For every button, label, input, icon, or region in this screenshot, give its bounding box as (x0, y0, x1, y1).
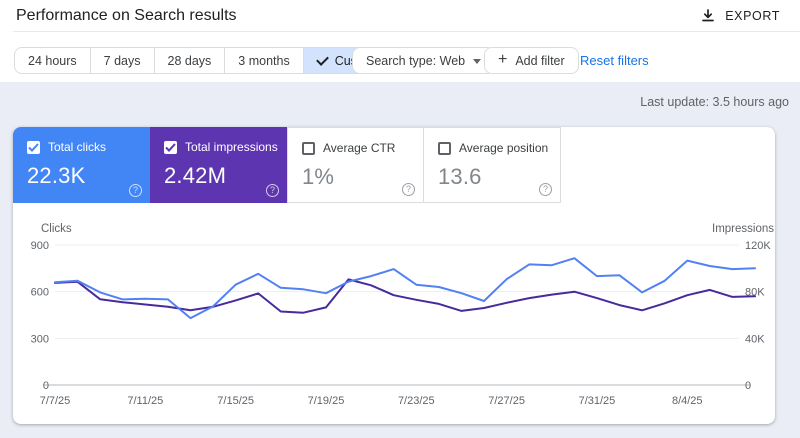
tile-label: Average CTR (323, 141, 396, 155)
average-ctr-checkbox[interactable] (302, 141, 315, 155)
search-type-dropdown[interactable]: Search type: Web (352, 47, 496, 74)
tile-label: Total impressions (185, 140, 278, 154)
left-axis-title: Clicks (41, 223, 72, 235)
left-axis-tick: 900 (31, 240, 49, 252)
x-axis-tick: 7/11/25 (127, 395, 163, 407)
chevron-down-icon (473, 58, 482, 64)
add-filter-button[interactable]: + Add filter (484, 47, 579, 74)
x-axis-tick: 7/31/25 (579, 395, 616, 407)
metric-tiles-row: Total clicks 22.3K ? Total impressions 2… (13, 127, 561, 203)
tile-head: Total impressions (164, 140, 287, 154)
performance-chart: Clicks Impressions 0 300 600 900 0 40K 80K 120K 7/… (13, 218, 775, 424)
left-axis-tick: 0 (43, 380, 49, 392)
tile-average-ctr[interactable]: Average CTR 1% ? (287, 127, 424, 203)
x-axis-tick: 8/4/25 (672, 395, 703, 407)
last-update-status: Last update: 3.5 hours ago (640, 95, 789, 109)
tile-total-clicks[interactable]: Total clicks 22.3K ? (13, 127, 150, 203)
date-range-label: 7 days (103, 53, 141, 68)
plus-icon: + (498, 51, 508, 68)
right-axis-tick: 40K (745, 333, 765, 345)
tile-label: Total clicks (48, 140, 107, 154)
left-axis-tick: 600 (31, 287, 49, 299)
help-icon[interactable]: ? (539, 183, 552, 196)
average-ctr-value: 1% (302, 164, 335, 189)
header-zone: Performance on Search results EXPORT 24 … (0, 0, 800, 82)
tile-total-impressions[interactable]: Total impressions 2.42M ? (150, 127, 287, 203)
tile-label: Average position (459, 141, 549, 155)
date-range-28-days[interactable]: 28 days (153, 48, 225, 73)
tile-head: Average CTR (302, 141, 423, 155)
date-range-3-months[interactable]: 3 months (224, 48, 302, 73)
date-range-label: 24 hours (28, 53, 77, 68)
right-axis-tick: 0 (745, 380, 751, 392)
right-axis-title: Impressions (712, 223, 774, 235)
right-axis-tick: 120K (745, 240, 771, 252)
total-clicks-value: 22.3K (27, 163, 86, 188)
download-icon (702, 9, 715, 22)
add-filter-label: Add filter (515, 53, 565, 68)
performance-card: Total clicks 22.3K ? Total impressions 2… (13, 127, 775, 424)
x-axis-tick: 7/19/25 (308, 395, 345, 407)
help-icon[interactable]: ? (266, 184, 279, 197)
total-impressions-checkbox[interactable] (164, 140, 177, 154)
average-position-value: 13.6 (438, 164, 482, 189)
date-range-7-days[interactable]: 7 days (89, 48, 154, 73)
x-axis-tick: 7/7/25 (40, 395, 71, 407)
help-icon[interactable]: ? (402, 183, 415, 196)
help-icon[interactable]: ? (129, 184, 142, 197)
x-axis-tick: 7/15/25 (217, 395, 254, 407)
date-range-selector: 24 hours 7 days 28 days 3 months Custom (14, 47, 392, 74)
clicks-line (54, 257, 756, 320)
date-range-24-hours[interactable]: 24 hours (15, 48, 90, 73)
export-button[interactable]: EXPORT (692, 3, 788, 29)
clicks-impressions-line-chart: Clicks Impressions0300600900040K80K120K7/… (31, 223, 775, 407)
impressions-line (54, 278, 756, 314)
reset-filters-link[interactable]: Reset filters (580, 53, 649, 68)
export-label: EXPORT (725, 9, 780, 23)
check-icon (315, 52, 329, 66)
date-range-label: 28 days (167, 53, 212, 68)
tile-average-position[interactable]: Average position 13.6 ? (424, 127, 561, 203)
x-axis-tick: 7/23/25 (398, 395, 435, 407)
total-impressions-value: 2.42M (164, 163, 227, 188)
tile-head: Total clicks (27, 140, 150, 154)
search-type-label: Search type: Web (366, 53, 466, 68)
date-range-label: 3 months (238, 53, 290, 68)
header-divider (13, 31, 800, 32)
left-axis-tick: 300 (31, 333, 49, 345)
average-position-checkbox[interactable] (438, 141, 451, 155)
tile-head: Average position (438, 141, 560, 155)
page-title: Performance on Search results (16, 7, 237, 24)
x-axis-tick: 7/27/25 (488, 395, 525, 407)
total-clicks-checkbox[interactable] (27, 140, 40, 154)
